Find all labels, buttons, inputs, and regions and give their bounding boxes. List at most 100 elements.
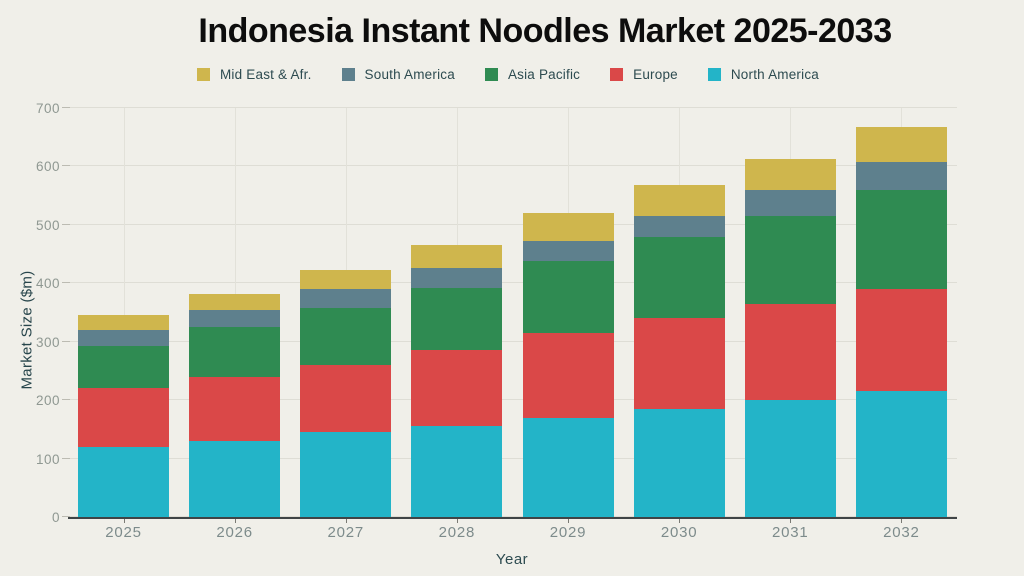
bar-segment-mid-east-afr- — [78, 315, 170, 331]
bar-2030 — [633, 185, 725, 517]
bar-segment-asia-pacific — [633, 236, 725, 319]
bar-segment-europe — [300, 365, 392, 433]
gridline-y-200 — [62, 399, 957, 401]
bar-segment-mid-east-afr- — [411, 245, 503, 269]
x-tick-mark — [790, 519, 792, 523]
legend-item-south-america: South America — [341, 66, 455, 82]
bar-segment-south-america — [633, 215, 725, 237]
bar-2032 — [855, 127, 947, 517]
bar-segment-mid-east-afr- — [522, 213, 614, 241]
bar-segment-mid-east-afr- — [189, 293, 281, 310]
bar-2028 — [411, 245, 503, 517]
y-tick-label: 600 — [35, 159, 60, 175]
x-tick-mark — [901, 519, 903, 523]
bar-segment-mid-east-afr- — [744, 158, 836, 190]
bar-segment-south-america — [744, 189, 836, 217]
y-tick-mark — [62, 282, 70, 284]
legend-item-north-america: North America — [707, 66, 819, 82]
x-tick-label-2026: 2026 — [216, 524, 253, 541]
legend-swatch-icon — [707, 67, 721, 81]
plot-area: 0 100 200 300 400 500 600 700 — [36, 101, 957, 525]
y-tick-mark — [62, 165, 70, 167]
legend-item-mid-east-afr-: Mid East & Afr. — [196, 67, 312, 82]
legend-label: Asia Pacific — [507, 66, 581, 82]
legend-label: North America — [730, 66, 819, 82]
gridline-y-100 — [62, 457, 957, 459]
x-tick-mark — [456, 519, 458, 523]
y-tick-label: 500 — [35, 217, 60, 233]
x-tick-mark — [234, 519, 236, 523]
legend-swatch-icon — [341, 67, 355, 81]
bar-2029 — [522, 213, 614, 517]
bar-segment-north-america — [744, 400, 836, 517]
bar-segment-asia-pacific — [300, 308, 392, 366]
y-tick-mark — [62, 340, 70, 342]
bar-segment-asia-pacific — [522, 261, 614, 333]
x-tick-label-2028: 2028 — [438, 524, 476, 541]
y-tick-label: 200 — [35, 393, 60, 409]
gridline-y-0 — [62, 516, 957, 517]
bar-segment-south-america — [300, 289, 392, 309]
x-tick-label-2029: 2029 — [549, 524, 587, 541]
bar-segment-europe — [633, 318, 725, 409]
bar-segment-north-america — [78, 446, 170, 517]
bar-segment-europe — [522, 332, 614, 418]
legend-swatch-icon — [484, 67, 498, 81]
bar-segment-south-america — [189, 309, 281, 328]
bar-segment-europe — [78, 388, 170, 447]
bar-segment-north-america — [633, 408, 725, 517]
bar-segment-south-america — [855, 162, 947, 190]
x-tick-mark — [123, 519, 125, 523]
x-tick-label-2031: 2031 — [771, 524, 809, 541]
bar-segment-north-america — [522, 417, 614, 517]
bar-segment-south-america — [411, 268, 503, 288]
legend-item-europe: Europe — [610, 67, 678, 82]
bar-segment-north-america — [189, 441, 281, 517]
x-tick-label-2030: 2030 — [660, 524, 698, 541]
bar-2031 — [744, 158, 836, 517]
gridline-y-700 — [62, 107, 957, 108]
y-tick-mark — [62, 516, 70, 517]
gridline-y-300 — [62, 340, 957, 342]
x-tick-label-2032: 2032 — [883, 524, 920, 541]
bar-segment-north-america — [300, 432, 392, 517]
legend-swatch-icon — [610, 67, 624, 81]
legend-item-asia-pacific: Asia Pacific — [484, 66, 581, 82]
y-tick-label: 100 — [35, 451, 60, 467]
y-tick-mark — [62, 457, 70, 459]
chart-title: Indonesia Instant Noodles Market 2025-20… — [198, 12, 892, 50]
bar-segment-asia-pacific — [855, 189, 947, 290]
y-tick-label: 400 — [35, 276, 60, 292]
bar-2026 — [189, 293, 281, 517]
y-tick-mark — [62, 399, 70, 401]
bar-2025 — [78, 315, 170, 517]
legend-label: Europe — [633, 66, 678, 82]
bar-segment-asia-pacific — [78, 345, 170, 389]
legend-label: South America — [364, 66, 455, 82]
y-axis-title: Market Size ($m) — [18, 270, 36, 390]
legend-swatch-icon — [196, 67, 210, 81]
x-axis-title: Year — [495, 551, 529, 568]
x-tick-label-2025: 2025 — [105, 524, 142, 541]
y-tick-label: 0 — [51, 510, 60, 525]
bar-segment-asia-pacific — [411, 287, 503, 351]
y-tick-mark — [62, 107, 70, 108]
bar-segment-north-america — [411, 426, 503, 517]
gridline-y-600 — [62, 165, 957, 167]
gridline-y-400 — [62, 282, 957, 284]
gridline-y-500 — [62, 223, 957, 225]
bar-segment-asia-pacific — [744, 216, 836, 304]
x-tick-mark — [679, 519, 681, 523]
y-tick-label: 300 — [35, 334, 60, 350]
bar-segment-south-america — [78, 330, 170, 346]
chart-legend: Mid East & Afr. South America Asia Pacific… — [0, 64, 1016, 84]
bar-segment-europe — [411, 350, 503, 427]
gridline-x-2025 — [123, 108, 125, 517]
bar-segment-europe — [855, 289, 947, 392]
bar-segment-europe — [189, 376, 281, 442]
x-tick-label-2027: 2027 — [327, 524, 365, 541]
bar-2027 — [300, 270, 392, 517]
bar-segment-mid-east-afr- — [300, 270, 392, 290]
x-tick-mark — [345, 519, 347, 523]
